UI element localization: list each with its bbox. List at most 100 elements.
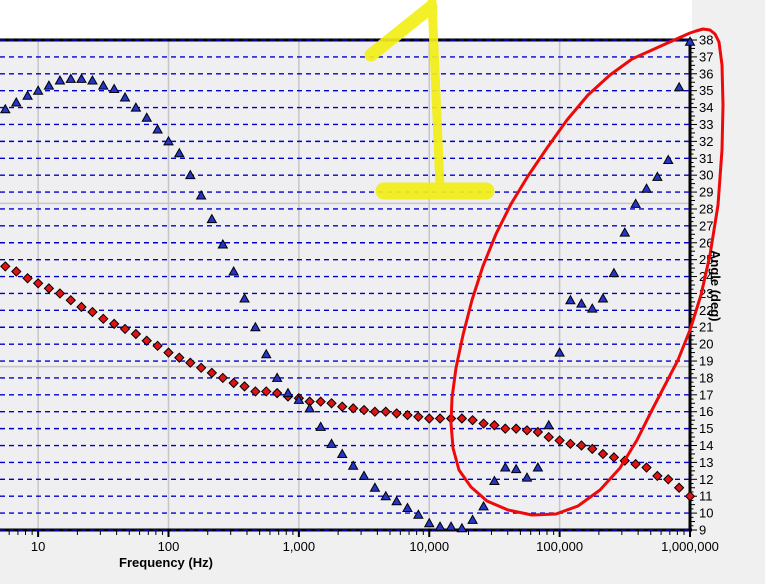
triangle-marker <box>445 521 457 531</box>
y-tick-label: 12 <box>699 472 713 487</box>
triangle-marker <box>391 495 402 506</box>
diamond-marker <box>478 418 489 429</box>
diamond-marker <box>250 386 261 397</box>
y-tick-label: 34 <box>699 100 713 115</box>
y-tick-label: 22 <box>699 303 713 318</box>
solid-gridlines <box>0 40 690 530</box>
triangle-marker <box>217 238 229 249</box>
y-tick-label: 29 <box>699 185 713 200</box>
diamond-marker <box>608 452 620 463</box>
diamond-marker <box>98 313 109 325</box>
x-axis-ticks <box>8 531 691 537</box>
x-tick-label: 10,000 <box>409 539 449 554</box>
diamond-marker <box>413 411 424 423</box>
triangle-marker <box>326 438 337 448</box>
triangle-marker <box>152 124 163 134</box>
triangle-marker <box>32 85 44 95</box>
triangle-marker <box>239 292 250 303</box>
triangle-marker <box>119 91 131 102</box>
triangle-marker <box>76 73 87 83</box>
y-tick-label: 30 <box>699 168 713 183</box>
diamond-marker <box>576 440 587 451</box>
diamond-marker <box>141 335 152 346</box>
diamond-marker <box>130 328 142 340</box>
diamond-marker <box>152 340 163 352</box>
triangle-marker <box>0 103 11 114</box>
triangle-marker <box>250 321 261 332</box>
diamond-marker <box>54 288 66 299</box>
triangle-marker <box>652 171 663 181</box>
diamond-marker <box>174 352 185 363</box>
diamond-marker <box>663 474 674 485</box>
diamond-marker <box>185 357 196 368</box>
triangle-marker <box>684 36 696 46</box>
triangle-marker <box>597 292 609 303</box>
triangle-marker <box>369 482 381 492</box>
y-tick-label: 18 <box>699 370 713 385</box>
triangle-marker <box>510 463 522 474</box>
series-angle-blue-triangles <box>0 36 696 533</box>
top-margin <box>0 0 692 38</box>
triangle-marker <box>304 402 316 413</box>
diamond-marker <box>337 401 348 412</box>
dashed-gridlines <box>0 39 690 531</box>
diamond-marker <box>0 261 11 272</box>
triangle-marker <box>554 347 565 357</box>
diamond-marker <box>554 435 565 446</box>
triangle-marker <box>543 419 555 430</box>
diamond-marker <box>271 387 283 399</box>
triangle-marker <box>565 294 576 305</box>
triangle-marker <box>586 303 598 313</box>
triangle-marker <box>630 198 642 208</box>
triangle-marker <box>662 154 674 164</box>
y-tick-label: 36 <box>699 66 713 81</box>
triangle-marker <box>402 502 413 513</box>
y-tick-label: 38 <box>699 33 713 48</box>
yellow-one-diagonal-stroke <box>364 0 438 62</box>
triangle-marker <box>293 394 305 404</box>
triangle-marker <box>315 421 327 431</box>
red-ellipse-annotation <box>449 27 725 517</box>
diamond-marker <box>510 423 522 434</box>
yellow-highlight-annotation <box>364 0 495 200</box>
triangle-marker <box>206 213 218 224</box>
triangle-marker <box>163 135 174 146</box>
plot-area[interactable] <box>0 40 690 530</box>
triangle-marker <box>173 147 185 158</box>
y-tick-label: 33 <box>699 117 713 132</box>
y-tick-label: 9 <box>699 523 706 538</box>
diamond-marker <box>119 323 131 335</box>
y-tick-label: 37 <box>699 49 713 64</box>
diamond-marker <box>532 426 544 438</box>
triangle-marker <box>43 80 55 90</box>
triangle-marker <box>489 475 500 485</box>
diamond-marker <box>217 372 229 384</box>
diamond-marker <box>163 347 174 358</box>
triangle-marker <box>336 448 348 458</box>
diamond-marker <box>587 443 598 455</box>
diamond-marker <box>347 403 359 414</box>
y-tick-label: 15 <box>699 421 713 436</box>
diamond-marker <box>456 413 468 424</box>
x-tick-label: 100,000 <box>536 539 583 554</box>
y-axis-title: Angle (deg) <box>708 250 723 322</box>
diamond-marker <box>652 470 663 482</box>
triangle-marker <box>532 461 544 472</box>
triangle-marker <box>347 460 359 470</box>
y-tick-label: 19 <box>699 354 713 369</box>
triangle-marker <box>130 102 142 112</box>
triangle-marker <box>54 75 66 85</box>
diamond-marker <box>380 406 391 417</box>
diamond-marker <box>65 294 76 306</box>
diamond-marker <box>22 273 33 284</box>
triangle-marker <box>282 387 294 398</box>
diamond-marker <box>87 306 98 318</box>
y-tick-label: 35 <box>699 83 713 98</box>
diamond-marker <box>43 283 55 294</box>
triangle-marker <box>619 227 631 237</box>
diamond-marker <box>641 462 652 473</box>
triangle-marker <box>141 112 153 122</box>
y-axis-ticks <box>691 39 697 531</box>
